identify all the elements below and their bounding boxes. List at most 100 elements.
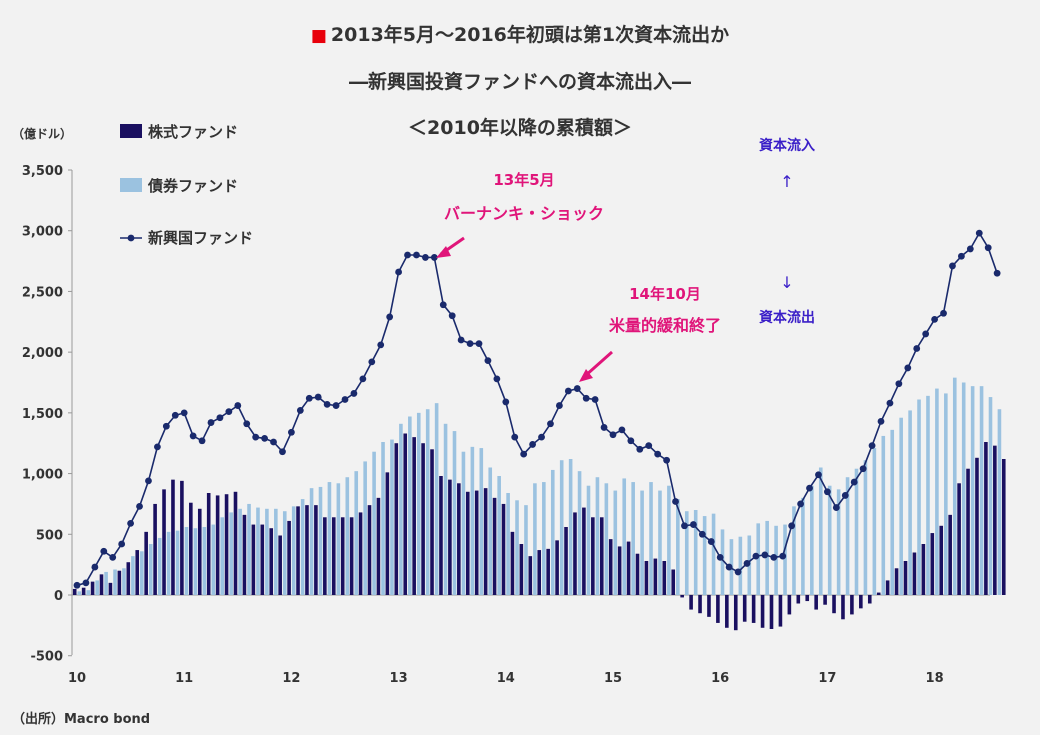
annotation-label-bernanke: バーナンキ・ショック: [444, 204, 604, 223]
bond-fund-bar: [586, 485, 591, 595]
equity-fund-bar: [939, 525, 944, 595]
bond-fund-bar: [408, 416, 412, 595]
bond-fund-bar: [256, 507, 260, 595]
bond-fund-bar: [434, 403, 439, 595]
equity-fund-bar: [457, 483, 461, 595]
equity-fund-bar: [260, 524, 265, 595]
equity-fund-bar: [180, 480, 184, 595]
emerging-fund-point: [430, 254, 438, 261]
equity-fund-bar: [331, 517, 336, 595]
equity-fund-bar: [99, 574, 104, 595]
bond-fund-bar: [202, 527, 207, 595]
bond-fund-bar: [488, 467, 493, 595]
equity-fund-bar: [537, 550, 542, 595]
bond-fund-bar: [961, 382, 966, 595]
emerging-fund-point: [949, 262, 956, 270]
bond-fund-bar: [381, 442, 385, 595]
bond-fund-bar: [604, 483, 609, 595]
legend-swatch-equity: [120, 124, 142, 138]
equity-fund-bar: [501, 503, 506, 595]
bond-fund-bar: [390, 439, 394, 595]
equity-fund-bar: [305, 505, 309, 595]
equity-fund-bar: [376, 497, 381, 595]
emerging-fund-point: [841, 492, 849, 499]
equity-fund-bar: [689, 595, 693, 610]
emerging-fund-point: [162, 422, 170, 430]
equity-fund-bar: [617, 546, 622, 595]
equity-fund-bar: [707, 595, 711, 617]
equity-fund-bar: [349, 517, 354, 595]
bond-fund-bar: [952, 377, 957, 595]
emerging-fund-point: [82, 579, 90, 587]
emerging-fund-point: [502, 398, 510, 406]
bond-fund-bar: [935, 388, 939, 595]
emerging-fund-point: [448, 312, 456, 320]
bond-fund-bar: [506, 493, 510, 595]
emerging-fund-point: [931, 315, 938, 323]
bond-fund-bar: [890, 429, 895, 595]
emerging-fund-point: [109, 553, 117, 561]
emerging-fund-point: [439, 301, 447, 309]
emerging-fund-point: [984, 244, 992, 252]
emerging-fund-point: [663, 456, 670, 464]
bond-fund-bar: [157, 537, 162, 595]
bond-fund-bar: [166, 531, 171, 595]
emerging-fund-point: [797, 500, 804, 508]
bond-fund-bar: [274, 508, 278, 595]
equity-fund-bar: [796, 595, 801, 604]
bond-fund-bar: [845, 477, 850, 595]
emerging-fund-point: [698, 530, 706, 538]
equity-fund-bar: [993, 445, 997, 595]
equity-fund-bar: [117, 570, 122, 595]
equity-fund-bar: [894, 568, 899, 595]
equity-fund-bar: [296, 506, 300, 595]
emerging-fund-point: [171, 411, 179, 419]
emerging-fund-point: [743, 560, 751, 567]
emerging-fund-point: [216, 414, 224, 422]
equity-fund-bar: [546, 548, 550, 595]
emerging-fund-point: [636, 445, 644, 453]
equity-fund-bar: [948, 514, 952, 595]
equity-fund-bar: [769, 595, 774, 629]
equity-fund-bar: [474, 490, 479, 595]
annotation-arrowhead-bernanke: [436, 246, 451, 258]
emerging-fund-point: [118, 540, 126, 548]
equity-fund-bar: [823, 595, 827, 605]
equity-fund-bar: [805, 595, 810, 602]
equity-fund-bar: [171, 479, 175, 595]
equity-fund-bar: [787, 595, 792, 615]
bond-fund-bar: [309, 488, 314, 595]
bond-fund-bar: [524, 505, 528, 595]
bond-fund-bar: [247, 503, 251, 595]
bond-fund-bar: [810, 485, 814, 595]
emerging-fund-point: [547, 420, 554, 428]
equity-fund-bar: [599, 517, 604, 595]
equity-fund-bar: [340, 517, 345, 595]
emerging-fund-point: [332, 402, 340, 409]
equity-fund-bar: [287, 520, 291, 595]
bond-fund-bar: [684, 511, 689, 595]
bond-fund-bar: [559, 460, 564, 595]
chart-period: ＜2010年以降の累積額＞: [408, 117, 632, 139]
bond-fund-bar: [345, 477, 350, 595]
bond-fund-bar: [801, 497, 805, 595]
equity-fund-bar: [269, 528, 274, 595]
bond-fund-bar: [631, 482, 635, 595]
equity-fund-bar: [635, 553, 640, 595]
emerging-fund-point: [127, 519, 134, 527]
equity-fund-bar: [519, 544, 524, 595]
emerging-fund-point: [305, 394, 313, 402]
x-tick-label: 10: [68, 671, 86, 686]
title-marker: ■: [310, 26, 327, 46]
emerging-fund-point: [198, 437, 206, 445]
bond-fund-bar: [220, 517, 225, 595]
y-axis-unit-label: （億ドル）: [12, 126, 72, 141]
equity-fund-bar: [215, 495, 220, 595]
equity-fund-bar: [448, 479, 452, 595]
equity-fund-bar: [403, 433, 408, 595]
equity-fund-bar: [921, 544, 926, 595]
legend-label-emerging: 新興国ファンド: [148, 229, 253, 247]
emerging-fund-point: [654, 450, 662, 458]
emerging-fund-point: [529, 441, 536, 448]
